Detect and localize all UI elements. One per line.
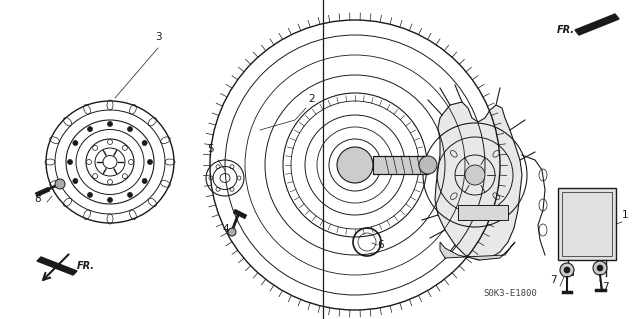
Circle shape	[108, 197, 113, 203]
Text: 6: 6	[378, 240, 384, 250]
FancyBboxPatch shape	[458, 205, 508, 220]
Polygon shape	[435, 102, 522, 260]
Polygon shape	[440, 242, 515, 260]
FancyBboxPatch shape	[558, 188, 616, 260]
Circle shape	[127, 192, 132, 197]
Circle shape	[147, 160, 152, 165]
Circle shape	[73, 140, 78, 145]
Text: 5: 5	[207, 144, 213, 154]
FancyBboxPatch shape	[373, 156, 428, 174]
Polygon shape	[575, 14, 619, 35]
Circle shape	[465, 165, 485, 185]
Text: 2: 2	[308, 94, 315, 104]
Text: FR.: FR.	[77, 261, 95, 271]
Circle shape	[108, 122, 113, 127]
Polygon shape	[37, 257, 77, 275]
Text: FR.: FR.	[557, 25, 575, 35]
Text: 8: 8	[35, 194, 42, 204]
Circle shape	[228, 228, 236, 236]
Circle shape	[419, 156, 437, 174]
Circle shape	[337, 147, 373, 183]
Circle shape	[560, 263, 574, 277]
Text: S0K3-E1800: S0K3-E1800	[483, 289, 537, 298]
Text: 7: 7	[550, 275, 556, 285]
Circle shape	[593, 261, 607, 275]
Circle shape	[55, 179, 65, 189]
Text: 1: 1	[622, 210, 628, 220]
Circle shape	[142, 140, 147, 145]
Circle shape	[127, 127, 132, 132]
Text: 3: 3	[155, 32, 161, 42]
Text: 4: 4	[223, 224, 229, 234]
Circle shape	[564, 267, 570, 273]
Circle shape	[597, 265, 603, 271]
Circle shape	[142, 179, 147, 183]
Circle shape	[73, 179, 78, 183]
Circle shape	[88, 127, 93, 132]
Circle shape	[88, 192, 93, 197]
Text: 7: 7	[602, 282, 608, 292]
Circle shape	[67, 160, 72, 165]
